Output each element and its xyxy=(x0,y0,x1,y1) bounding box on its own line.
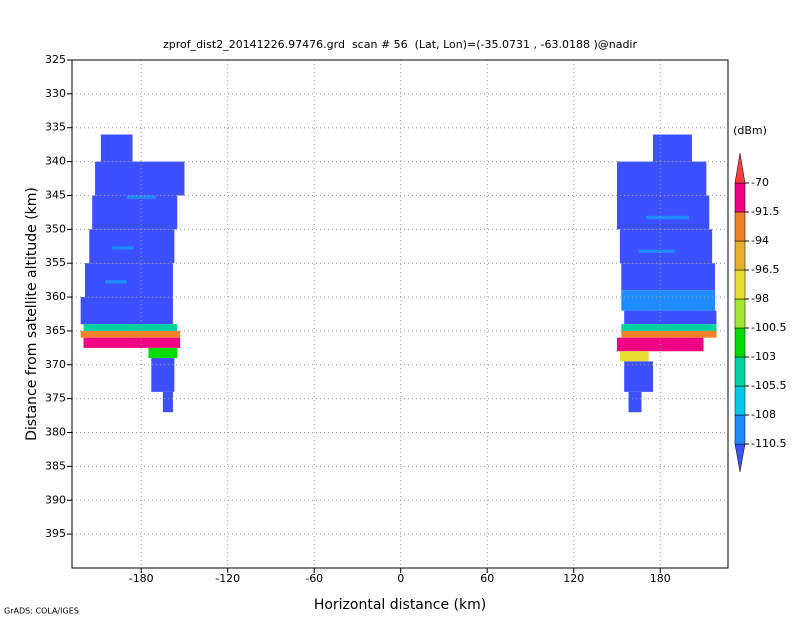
colorbar-tick-label: -91.5 xyxy=(751,205,779,218)
y-tick-label: 375 xyxy=(45,392,66,405)
cell xyxy=(126,195,156,199)
y-tick-label: 380 xyxy=(45,426,66,439)
colorbar-tick-label: -70 xyxy=(751,176,769,189)
cell xyxy=(621,290,716,311)
y-tick-label: 325 xyxy=(45,53,66,66)
colorbar-segment xyxy=(734,152,746,184)
colorbar-segment xyxy=(734,356,746,387)
cell xyxy=(151,358,175,392)
y-tick-label: 360 xyxy=(45,290,66,303)
colorbar-segment xyxy=(734,182,746,213)
cell xyxy=(84,263,173,298)
y-tick-label: 355 xyxy=(45,256,66,269)
y-tick-label: 340 xyxy=(45,155,66,168)
cell xyxy=(628,391,642,413)
colorbar-tick-label: -110.5 xyxy=(751,437,786,450)
footer: GrADS: COLA/IGES xyxy=(4,607,79,616)
colorbar-segment xyxy=(734,298,746,329)
colorbar-segment xyxy=(734,211,746,242)
x-tick-label: 180 xyxy=(650,572,671,585)
x-tick-label: 0 xyxy=(397,572,404,585)
colorbar-tick-label: -103 xyxy=(751,350,776,363)
cell xyxy=(619,351,649,362)
x-axis-label: Horizontal distance (km) xyxy=(314,597,486,613)
cell xyxy=(619,229,713,264)
cell xyxy=(148,347,178,359)
colorbar-label: (dBm) xyxy=(733,124,767,137)
x-tick-label: -120 xyxy=(215,572,240,585)
colorbar-segment xyxy=(734,414,746,445)
x-tick-label: -180 xyxy=(129,572,154,585)
cell xyxy=(616,161,707,196)
y-tick-label: 385 xyxy=(45,459,66,472)
x-tick-label: 120 xyxy=(563,572,584,585)
cell xyxy=(616,195,710,230)
cell xyxy=(112,246,134,250)
y-tick-label: 365 xyxy=(45,324,66,337)
colorbar-segment xyxy=(734,443,746,473)
cell xyxy=(83,337,181,348)
chart-title: zprof_dist2_20141226.97476.grd scan # 56… xyxy=(163,38,638,51)
colorbar-tick-label: -105.5 xyxy=(751,379,786,392)
colorbar-segment xyxy=(734,327,746,358)
y-tick-label: 350 xyxy=(45,222,66,235)
cell xyxy=(80,297,173,325)
cell xyxy=(105,280,127,284)
y-tick-label: 370 xyxy=(45,358,66,371)
colorbar-tick-label: -100.5 xyxy=(751,321,786,334)
x-tick-label: -60 xyxy=(305,572,323,585)
cell xyxy=(653,134,692,162)
cell xyxy=(624,310,717,325)
colorbar-tick-label: -96.5 xyxy=(751,263,779,276)
colorbar-segment xyxy=(734,269,746,300)
cell xyxy=(92,195,178,230)
cell xyxy=(100,134,133,162)
x-tick-label: 60 xyxy=(480,572,494,585)
plot-frame xyxy=(71,59,729,569)
cell xyxy=(638,249,675,254)
y-tick-label: 335 xyxy=(45,121,66,134)
colorbar-tick-label: -98 xyxy=(751,292,769,305)
y-tick-label: 390 xyxy=(45,493,66,506)
colorbar-tick-label: -108 xyxy=(751,408,776,421)
cell xyxy=(162,391,173,413)
colorbar-segment xyxy=(734,240,746,271)
y-tick-label: 395 xyxy=(45,527,66,540)
cell xyxy=(80,330,181,338)
cell xyxy=(621,330,717,338)
y-tick-label: 330 xyxy=(45,87,66,100)
y-tick-label: 345 xyxy=(45,188,66,201)
cell xyxy=(83,324,178,331)
cell xyxy=(621,263,716,291)
cell xyxy=(624,361,654,392)
y-axis-label: Distance from satellite altitude (km) xyxy=(24,187,40,441)
cell xyxy=(95,161,185,196)
cell xyxy=(621,324,717,331)
colorbar-segment xyxy=(734,385,746,416)
colorbar-tick-label: -94 xyxy=(751,234,769,247)
cell xyxy=(645,215,690,220)
